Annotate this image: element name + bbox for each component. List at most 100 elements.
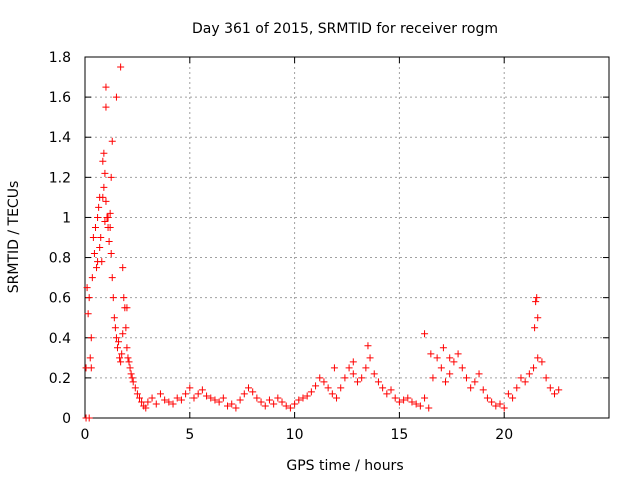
- data-point: [421, 394, 429, 402]
- x-axis-label: GPS time / hours: [286, 458, 403, 474]
- data-point: [530, 364, 538, 372]
- data-point: [475, 370, 483, 378]
- data-point: [224, 402, 232, 410]
- data-point: [462, 374, 470, 382]
- data-point: [105, 238, 113, 246]
- data-point: [330, 364, 338, 372]
- data-point: [156, 390, 164, 398]
- data-point: [118, 350, 126, 358]
- data-point: [102, 103, 110, 111]
- data-point: [454, 350, 462, 358]
- data-point: [400, 396, 408, 404]
- data-point: [101, 169, 109, 177]
- data-point: [261, 402, 269, 410]
- data-point: [109, 294, 117, 302]
- data-point: [278, 398, 286, 406]
- data-point: [120, 294, 128, 302]
- data-point: [173, 394, 181, 402]
- data-point: [244, 384, 252, 392]
- data-point: [546, 384, 554, 392]
- grid: [85, 57, 609, 418]
- data-point: [161, 396, 169, 404]
- data-point: [144, 398, 152, 406]
- data-point: [471, 378, 479, 386]
- data-point: [416, 402, 424, 410]
- data-point: [391, 394, 399, 402]
- data-point: [119, 330, 127, 338]
- data-point: [102, 83, 110, 91]
- data-point: [509, 394, 517, 402]
- plot-frame: [84, 56, 610, 419]
- data-point: [133, 390, 141, 398]
- data-point: [450, 358, 458, 366]
- x-tick-label: 5: [185, 427, 194, 443]
- data-point: [101, 217, 109, 225]
- data-point: [249, 388, 257, 396]
- data-point: [504, 390, 512, 398]
- data-point: [265, 396, 273, 404]
- data-point: [349, 358, 357, 366]
- data-point: [129, 378, 137, 386]
- data-point: [521, 378, 529, 386]
- data-point: [116, 354, 124, 362]
- data-point: [126, 364, 134, 372]
- data-point: [90, 250, 98, 258]
- data-point: [433, 354, 441, 362]
- data-point: [446, 354, 454, 362]
- data-point: [374, 378, 382, 386]
- data-point: [108, 137, 116, 145]
- data-point: [345, 364, 353, 372]
- data-point: [517, 374, 525, 382]
- data-point: [135, 394, 143, 402]
- data-point: [236, 396, 244, 404]
- data-point: [124, 354, 132, 362]
- data-point: [274, 394, 282, 402]
- data-point: [303, 392, 311, 400]
- x-tick-label: 15: [390, 427, 408, 443]
- data-point: [102, 197, 110, 205]
- points: [82, 63, 563, 422]
- data-point: [117, 358, 125, 366]
- data-point: [500, 404, 508, 412]
- data-point: [534, 314, 542, 322]
- data-point: [408, 398, 416, 406]
- data-point: [119, 264, 127, 272]
- data-point: [437, 364, 445, 372]
- data-point: [257, 398, 265, 406]
- x-tick-label: 20: [495, 427, 513, 443]
- data-point: [148, 394, 156, 402]
- data-point: [113, 344, 121, 352]
- data-point: [93, 264, 101, 272]
- data-point: [122, 324, 130, 332]
- data-point: [194, 390, 202, 398]
- data-point: [525, 370, 533, 378]
- data-point: [353, 378, 361, 386]
- data-point: [299, 394, 307, 402]
- data-point: [112, 334, 120, 342]
- data-point: [95, 203, 103, 211]
- data-point: [85, 294, 93, 302]
- data-point: [458, 364, 466, 372]
- data-point: [492, 402, 500, 410]
- data-point: [286, 404, 294, 412]
- data-point: [291, 400, 299, 408]
- data-point: [142, 404, 150, 412]
- y-tick-label: 1.8: [49, 50, 71, 66]
- data-point: [107, 250, 115, 258]
- data-point: [488, 398, 496, 406]
- data-point: [496, 400, 504, 408]
- data-point: [532, 298, 540, 306]
- data-point: [513, 384, 521, 392]
- data-point: [538, 358, 546, 366]
- data-point: [96, 244, 104, 252]
- data-point: [111, 324, 119, 332]
- data-point: [337, 384, 345, 392]
- data-point: [412, 400, 420, 408]
- data-point: [85, 414, 93, 422]
- data-point: [282, 402, 290, 410]
- data-point: [198, 386, 206, 394]
- data-point: [362, 364, 370, 372]
- data-point: [479, 386, 487, 394]
- data-point: [84, 310, 92, 318]
